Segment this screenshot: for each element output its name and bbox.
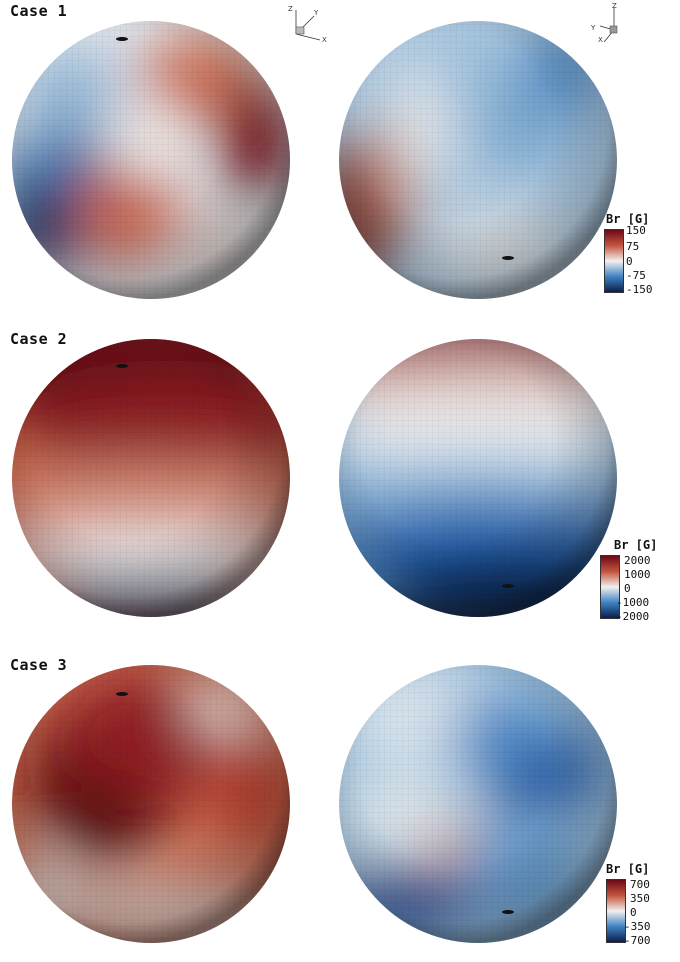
case-1-colorbar-gradient bbox=[604, 229, 624, 293]
case-3-tick-max: 700 bbox=[630, 878, 650, 891]
case-1-right-pole bbox=[502, 256, 514, 260]
case-1-colorbar: Br [G] 150 75 0 -75 -150 bbox=[602, 212, 680, 312]
case-1-spheres bbox=[12, 21, 617, 299]
case-1-tick-mid-high: 75 bbox=[626, 240, 640, 253]
case-3-tick-min: -700 bbox=[624, 934, 651, 947]
case-1-tick-mid-low: -75 bbox=[626, 269, 646, 282]
case-2-left-sphere bbox=[12, 339, 290, 617]
case-3-right-sphere bbox=[339, 665, 617, 943]
right-axis-x: X bbox=[598, 36, 603, 42]
case-2-label: Case 2 bbox=[10, 330, 68, 348]
left-axis-z: Z bbox=[288, 5, 293, 13]
case-2-left-pole bbox=[116, 364, 128, 368]
case-2-colorbar-title: Br [G] bbox=[614, 538, 658, 552]
case-1-tick-zero: 0 bbox=[626, 255, 633, 268]
left-axis-x: X bbox=[322, 36, 327, 42]
right-axis-z: Z bbox=[612, 2, 617, 10]
case-3-spheres bbox=[12, 665, 617, 943]
left-axis-triad: Z Y X bbox=[288, 5, 327, 42]
case-2-colorbar: Br [G] 2000 1000 0 -1000 -2000 bbox=[596, 538, 676, 638]
right-axis-triad: Z Y X bbox=[590, 2, 618, 42]
case-2-tick-min: -2000 bbox=[616, 610, 650, 623]
case-1-left-pole bbox=[116, 37, 128, 41]
case-3-colorbar-title: Br [G] bbox=[606, 862, 650, 876]
right-axis-y: Y bbox=[590, 24, 596, 32]
case-2-tick-mid-high: 1000 bbox=[624, 568, 651, 581]
case-1-colorbar-title: Br [G] bbox=[606, 212, 650, 226]
case-3-colorbar: Br [G] 700 350 0 -350 -700 bbox=[596, 862, 676, 962]
case-2-spheres bbox=[12, 339, 617, 617]
case-1-tick-min: -150 bbox=[626, 283, 653, 296]
case-2-tick-zero: 0 bbox=[624, 582, 631, 595]
case-3-left-pole bbox=[116, 692, 128, 696]
case-3-label: Case 3 bbox=[10, 656, 68, 674]
case-2-colorbar-gradient bbox=[600, 555, 620, 619]
case-1-label: Case 1 bbox=[10, 2, 68, 20]
case-1-left-sphere bbox=[12, 21, 290, 299]
case-1-tick-max: 150 bbox=[626, 224, 646, 237]
case-3-tick-mid-high: 350 bbox=[630, 892, 650, 905]
case-3-tick-zero: 0 bbox=[630, 906, 637, 919]
case-2-right-pole bbox=[502, 584, 514, 588]
case-3-left-sphere bbox=[12, 665, 290, 943]
case-3-right-pole bbox=[502, 910, 514, 914]
case-2-right-sphere bbox=[339, 339, 617, 617]
case-2-tick-mid-low: -1000 bbox=[616, 596, 650, 609]
case-3-tick-mid-low: -350 bbox=[624, 920, 651, 933]
case-3-colorbar-gradient bbox=[606, 879, 626, 943]
case-2-tick-max: 2000 bbox=[624, 554, 651, 567]
case-1-right-sphere bbox=[339, 21, 617, 299]
left-axis-y: Y bbox=[313, 9, 319, 17]
